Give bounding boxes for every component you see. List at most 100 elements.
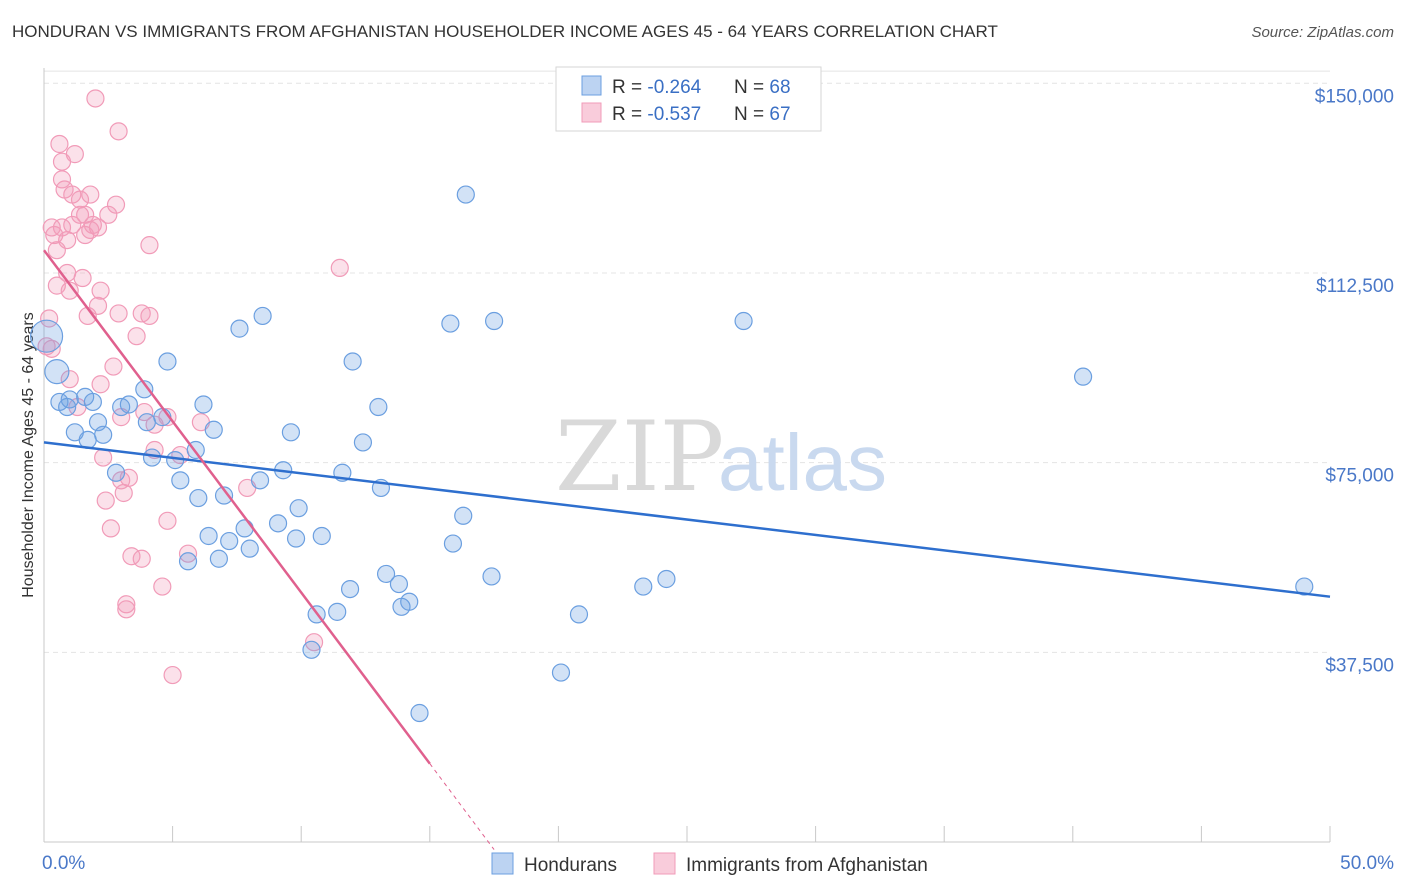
afghanistan-point: [83, 215, 102, 235]
hondurans-point: [286, 529, 306, 548]
stats-r-value-afghanistan: -0.537: [647, 104, 701, 125]
stats-r-label-hondurans: R =: [612, 77, 647, 98]
afghanistan-point: [65, 145, 84, 164]
hondurans-point: [551, 663, 571, 682]
x-tick-label-max: 50.0%: [1340, 853, 1394, 874]
hondurans-point: [353, 433, 373, 452]
hondurans-point: [44, 359, 70, 385]
hondurans-point: [189, 488, 208, 508]
hondurans-point: [340, 579, 360, 599]
y-tick-label: $112,500: [1316, 276, 1394, 297]
hondurans-point: [1295, 577, 1314, 596]
afghanistan-point: [127, 327, 146, 346]
hondurans-point: [376, 564, 396, 584]
hondurans-point: [199, 526, 218, 546]
hondurans-point: [369, 397, 388, 417]
y-tick-labels: $37,500 $75,000 $112,500 $150,000: [1315, 86, 1394, 676]
hondurans-point: [209, 549, 228, 568]
stats-n-value-afghanistan: 67: [769, 104, 790, 125]
hondurans-point: [328, 602, 347, 621]
afghanistan-point: [153, 577, 172, 596]
y-tick-label: $150,000: [1315, 86, 1394, 107]
x-tick-label-min: 0.0%: [42, 853, 85, 874]
hondurans-point: [343, 352, 362, 371]
hondurans-point: [119, 395, 138, 414]
stats-swatch-hondurans: [581, 75, 602, 96]
svg-text:N = 68: N = 68: [734, 77, 791, 98]
afghanistan-point: [37, 337, 56, 356]
chart-source: Source: ZipAtlas.com: [1251, 24, 1394, 41]
afghanistan-point: [42, 339, 61, 358]
legend-swatch-hondurans: [491, 852, 514, 875]
stats-n-value-hondurans: 68: [769, 77, 790, 98]
hondurans-point: [250, 471, 270, 490]
hondurans-point: [142, 448, 162, 467]
hondurans-point: [171, 471, 190, 490]
afghanistan-point: [163, 665, 182, 685]
hondurans-point: [302, 640, 321, 659]
y-tick-label: $75,000: [1325, 466, 1394, 487]
afghanistan-point: [330, 258, 349, 278]
afghanistan-point: [86, 89, 105, 108]
afghanistan-point: [91, 281, 110, 300]
afghanistan-point: [104, 357, 123, 376]
watermark-atlas: atlas: [718, 418, 887, 507]
afghanistan-point: [60, 281, 79, 300]
hondurans-point: [253, 306, 272, 326]
afghanistan-point: [63, 215, 82, 235]
stats-swatch-afghanistan: [581, 102, 602, 123]
svg-text:R = -0.264: R = -0.264: [612, 77, 702, 98]
afghanistan-point: [99, 205, 118, 224]
watermark: ZIP atlas: [555, 401, 887, 513]
hondurans-point: [312, 526, 331, 546]
hondurans-point: [454, 506, 473, 525]
svg-text:N = 67: N = 67: [734, 104, 791, 125]
trend-lines: [43, 249, 1331, 850]
stats-n-label-afghanistan: N =: [734, 104, 769, 125]
legend-label-afghanistan: Immigrants from Afghanistan: [686, 855, 928, 876]
hondurans-point: [485, 311, 504, 331]
afghanistan-point: [117, 595, 136, 614]
hondurans-point: [178, 552, 198, 571]
afghanistan-point: [94, 448, 113, 467]
series-legend: Hondurans Immigrants from Afghanistan: [491, 852, 928, 876]
afghanistan-point: [88, 218, 108, 237]
hondurans-point: [281, 423, 301, 442]
hondurans-point: [410, 703, 429, 723]
hondurans-point: [220, 531, 239, 551]
afghanistan-points: [37, 89, 349, 685]
afghanistan-point: [106, 195, 126, 214]
y-axis-label: Householder Income Ages 45 - 64 years: [20, 312, 37, 598]
afghanistan-point: [117, 600, 136, 619]
afghanistan-point: [140, 306, 159, 326]
stats-legend: R = -0.264 N = 68 R = -0.537 N = 67: [555, 66, 822, 132]
afghanistan-point: [73, 268, 92, 288]
hondurans-point: [235, 519, 254, 538]
hondurans-point: [94, 425, 113, 444]
hondurans-point: [482, 567, 501, 586]
hondurans-point: [204, 420, 223, 439]
hondurans-point: [240, 539, 259, 558]
hondurans-point: [657, 569, 676, 589]
afghanistan-trend-extension: [429, 763, 495, 850]
afghanistan-point: [40, 309, 59, 328]
hondurans-point: [443, 534, 463, 553]
legend-label-hondurans: Hondurans: [524, 855, 617, 876]
hondurans-point: [569, 605, 589, 624]
axes: [43, 68, 1331, 843]
afghanistan-point: [96, 491, 115, 510]
afghanistan-point: [91, 375, 110, 394]
hondurans-point: [400, 592, 419, 611]
afghanistan-point: [109, 304, 128, 323]
afghanistan-point: [70, 205, 90, 224]
afghanistan-point: [140, 236, 159, 255]
hondurans-point: [194, 395, 213, 414]
stats-n-label-hondurans: N =: [734, 77, 769, 98]
afghanistan-trend-line: [43, 249, 431, 765]
stats-r-label-afghanistan: R =: [612, 104, 647, 125]
grid-lines: [44, 70, 1330, 653]
hondurans-point: [268, 514, 288, 533]
legend-swatch-afghanistan: [653, 852, 676, 875]
hondurans-points: [29, 185, 1314, 723]
